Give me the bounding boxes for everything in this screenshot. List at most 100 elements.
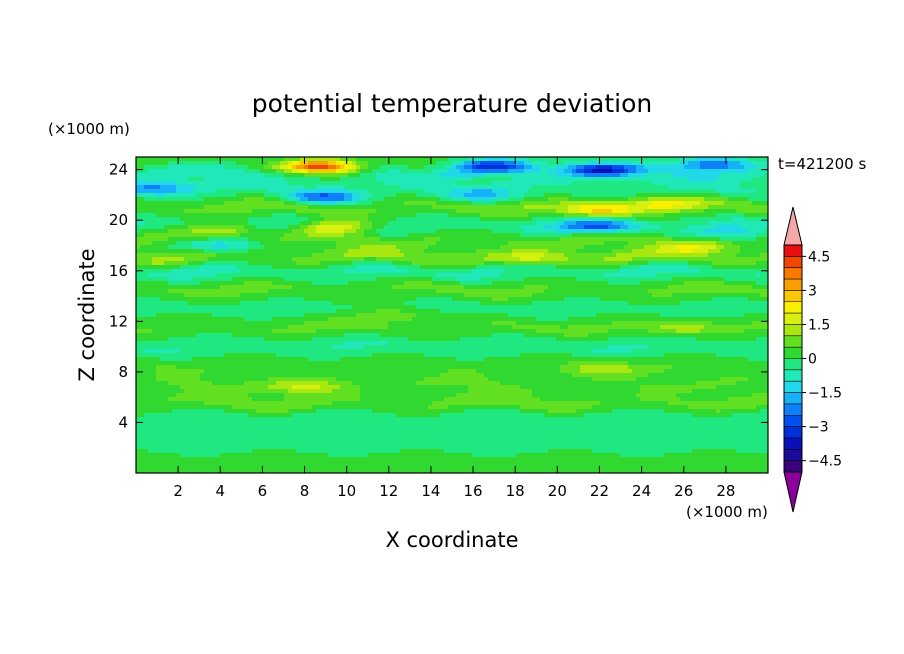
- heatmap-cell: [324, 185, 329, 190]
- heatmap-cell: [540, 161, 545, 166]
- heatmap-cell: [308, 281, 313, 286]
- heatmap-cell: [376, 273, 381, 278]
- heatmap-cell: [536, 165, 541, 170]
- heatmap-cell: [480, 265, 485, 270]
- heatmap-cell: [568, 229, 573, 234]
- heatmap-cell: [176, 165, 181, 170]
- heatmap-cell: [296, 225, 301, 230]
- heatmap-cell: [432, 209, 437, 214]
- heatmap-cell: [732, 161, 737, 166]
- heatmap-cell: [344, 205, 349, 210]
- heatmap-cell: [584, 169, 589, 174]
- heatmap-cell: [576, 225, 581, 230]
- heatmap-cell: [712, 245, 717, 250]
- heatmap-cell: [552, 253, 557, 258]
- heatmap-cell: [604, 205, 609, 210]
- heatmap-cell: [140, 233, 145, 238]
- heatmap-cell: [684, 205, 689, 210]
- heatmap-cell: [576, 237, 581, 242]
- heatmap-cell: [392, 177, 397, 182]
- heatmap-cell: [284, 189, 289, 194]
- heatmap-cell: [572, 277, 577, 282]
- heatmap-cell: [712, 257, 717, 262]
- heatmap-cell: [476, 189, 481, 194]
- heatmap-cell: [368, 245, 373, 250]
- heatmap-cell: [432, 217, 437, 222]
- heatmap-cell: [712, 277, 717, 282]
- heatmap-cell: [216, 269, 221, 274]
- heatmap-cell: [604, 209, 609, 214]
- heatmap-cell: [516, 173, 521, 178]
- heatmap-cell: [256, 241, 261, 246]
- heatmap-cell: [412, 241, 417, 246]
- heatmap-cell: [660, 221, 665, 226]
- heatmap-cell: [616, 241, 621, 246]
- heatmap-cell: [440, 229, 445, 234]
- heatmap-cell: [220, 193, 225, 198]
- heatmap-cell: [376, 169, 381, 174]
- heatmap-cell: [504, 241, 509, 246]
- heatmap-cell: [388, 265, 393, 270]
- heatmap-cell: [452, 229, 457, 234]
- heatmap-cell: [456, 169, 461, 174]
- heatmap-cell: [308, 209, 313, 214]
- heatmap-cell: [480, 169, 485, 174]
- heatmap-cell: [316, 217, 321, 222]
- heatmap-cell: [704, 185, 709, 190]
- heatmap-cell: [628, 237, 633, 242]
- heatmap-cell: [488, 269, 493, 274]
- heatmap-cell: [312, 253, 317, 258]
- heatmap-cell: [436, 253, 441, 258]
- heatmap-cell: [248, 201, 253, 206]
- heatmap-cell: [136, 157, 141, 162]
- heatmap-cell: [424, 277, 429, 282]
- heatmap-cell: [648, 213, 653, 218]
- heatmap-cell: [320, 213, 325, 218]
- heatmap-cell: [240, 245, 245, 250]
- heatmap-cell: [396, 221, 401, 226]
- heatmap-cell: [192, 177, 197, 182]
- heatmap-cell: [420, 273, 425, 278]
- heatmap-cell: [368, 197, 373, 202]
- heatmap-cell: [208, 225, 213, 230]
- heatmap-cell: [472, 209, 477, 214]
- heatmap-cell: [496, 245, 501, 250]
- heatmap-cell: [324, 281, 329, 286]
- heatmap-cell: [272, 237, 277, 242]
- heatmap-cell: [740, 169, 745, 174]
- heatmap-cell: [576, 169, 581, 174]
- heatmap-cell: [416, 237, 421, 242]
- heatmap-cell: [692, 261, 697, 266]
- heatmap-cell: [604, 189, 609, 194]
- heatmap-cell: [472, 173, 477, 178]
- heatmap-cell: [164, 273, 169, 278]
- heatmap-cell: [168, 173, 173, 178]
- heatmap-cell: [204, 265, 209, 270]
- heatmap-cell: [176, 225, 181, 230]
- heatmap-cell: [292, 193, 297, 198]
- heatmap-cell: [504, 165, 509, 170]
- heatmap-cell: [268, 241, 273, 246]
- heatmap-cell: [528, 273, 533, 278]
- heatmap-cell: [304, 277, 309, 282]
- heatmap-cell: [636, 181, 641, 186]
- heatmap-cell: [656, 229, 661, 234]
- heatmap-cell: [240, 221, 245, 226]
- heatmap-cell: [324, 161, 329, 166]
- heatmap-cell: [688, 217, 693, 222]
- heatmap-cell: [268, 181, 273, 186]
- heatmap-cell: [736, 225, 741, 230]
- heatmap-cell: [716, 201, 721, 206]
- heatmap-cell: [660, 265, 665, 270]
- heatmap-cell: [168, 221, 173, 226]
- heatmap-cell: [576, 185, 581, 190]
- heatmap-cell: [604, 181, 609, 186]
- heatmap-cell: [684, 241, 689, 246]
- heatmap-cell: [384, 201, 389, 206]
- heatmap-cell: [620, 237, 625, 242]
- heatmap-cell: [212, 245, 217, 250]
- heatmap-cell: [532, 193, 537, 198]
- heatmap-cell: [676, 193, 681, 198]
- heatmap-cell: [404, 249, 409, 254]
- heatmap-cell: [408, 257, 413, 262]
